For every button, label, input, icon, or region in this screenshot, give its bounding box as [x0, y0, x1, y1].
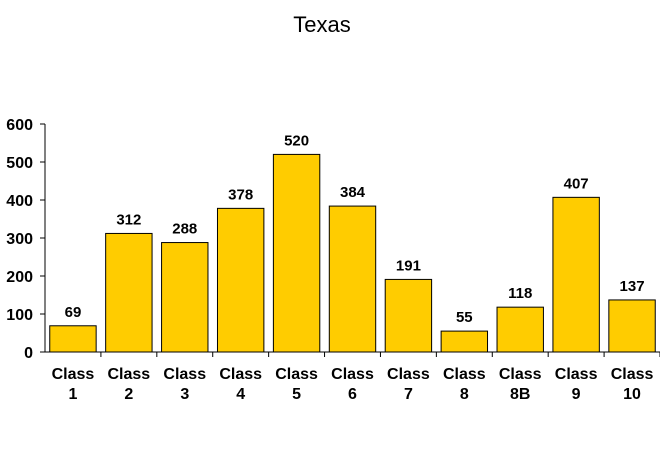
bar	[328, 205, 377, 353]
bar	[608, 299, 656, 353]
x-tick-label: Class	[555, 366, 598, 383]
x-tick-label: Class	[275, 366, 318, 383]
x-axis: Class 1 Class 2 Class 3 Class 4 Class 5 Class 6 Clas…	[45, 351, 660, 403]
x-tick-label: 5	[292, 386, 301, 403]
x-tick-label: 8	[460, 386, 469, 403]
y-tick-label: 600	[6, 117, 33, 134]
data-label: 378	[228, 186, 253, 203]
x-tick-label: Class	[163, 366, 206, 383]
x-tick-label: Class	[331, 366, 374, 383]
x-tick-label: 6	[348, 386, 357, 403]
bar	[161, 242, 209, 353]
x-tick-label: 10	[623, 386, 641, 403]
data-label: 118	[508, 285, 532, 302]
bar	[440, 330, 489, 353]
x-tick-label: 1	[69, 386, 78, 403]
data-label: 55	[456, 309, 473, 326]
y-tick-label: 100	[6, 307, 33, 324]
data-label: 520	[284, 132, 309, 149]
y-tick-label: 400	[6, 193, 33, 210]
bar	[552, 196, 600, 353]
data-label: 384	[340, 184, 366, 201]
bar	[216, 207, 265, 353]
bars	[49, 153, 656, 353]
x-tick-label: 8B	[510, 386, 530, 403]
data-labels: 69 312 288 378 520 384 191 55 118 407 137	[65, 132, 645, 326]
x-tick-label: Class	[499, 366, 542, 383]
x-tick-label: Class	[108, 366, 151, 383]
data-label: 69	[65, 304, 82, 321]
y-tick-label: 0	[24, 345, 33, 362]
y-tick-label: 300	[6, 231, 33, 248]
x-tick-label: Class	[443, 366, 486, 383]
bar	[105, 232, 153, 353]
bar	[272, 153, 321, 353]
x-tick-label: 9	[572, 386, 581, 403]
data-label: 312	[116, 211, 141, 228]
data-label: 407	[564, 175, 589, 192]
y-tick-label: 200	[6, 269, 33, 286]
x-tick-label: Class	[611, 366, 654, 383]
bar	[49, 325, 97, 353]
x-tick-label: Class	[52, 366, 95, 383]
x-tick-label: 4	[236, 386, 245, 403]
x-tick-label: Class	[387, 366, 430, 383]
y-axis: 0 100 200 300 400 500 600	[6, 117, 46, 362]
x-tick-label: 2	[124, 386, 133, 403]
data-label: 137	[620, 278, 645, 295]
x-tick-label: Class	[219, 366, 262, 383]
bar	[496, 306, 544, 353]
y-tick-label: 500	[6, 155, 33, 172]
bar	[384, 278, 433, 353]
x-tick-label: 3	[180, 386, 189, 403]
x-tick-label: 7	[404, 386, 413, 403]
data-label: 191	[396, 257, 421, 274]
chart-title: Texas	[293, 12, 350, 37]
data-label: 288	[172, 221, 197, 238]
